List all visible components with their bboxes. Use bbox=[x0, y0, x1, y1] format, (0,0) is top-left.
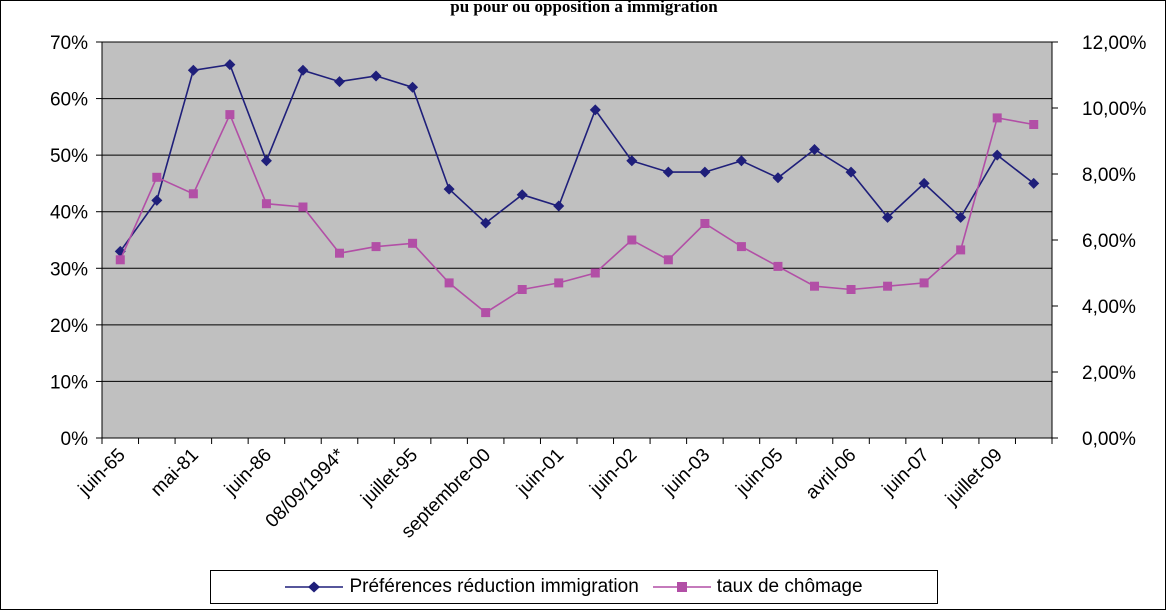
data-point-chomage bbox=[736, 242, 746, 252]
data-point-immigration bbox=[443, 183, 455, 195]
data-point-chomage bbox=[1029, 120, 1039, 129]
x-tick-label: mai-81 bbox=[147, 445, 203, 501]
data-point-chomage bbox=[225, 110, 235, 120]
legend-label-immigration: Préférences réduction immigration bbox=[349, 576, 639, 597]
data-point-immigration bbox=[882, 211, 894, 223]
data-point-chomage bbox=[371, 242, 381, 252]
data-point-immigration bbox=[662, 166, 674, 178]
series-line-0 bbox=[119, 63, 1035, 252]
data-point-chomage bbox=[956, 245, 966, 255]
y-right-tick-label: 6,00% bbox=[1082, 231, 1136, 252]
legend-swatch-square-icon bbox=[652, 582, 711, 592]
data-point-immigration bbox=[955, 211, 967, 223]
data-point-chomage bbox=[115, 255, 125, 265]
data-point-chomage bbox=[810, 281, 819, 291]
y-left-tick-label: 20% bbox=[50, 316, 88, 337]
data-point-chomage bbox=[919, 278, 929, 288]
data-point-immigration bbox=[370, 70, 382, 82]
data-point-immigration bbox=[151, 194, 163, 206]
y-right-tick-label: 4,00% bbox=[1082, 297, 1136, 318]
y-left-tick-label: 60% bbox=[50, 90, 88, 111]
data-point-immigration bbox=[626, 155, 638, 167]
y-right-tick-label: 8,00% bbox=[1082, 165, 1136, 186]
data-point-immigration bbox=[991, 149, 1003, 161]
data-point-immigration bbox=[1028, 177, 1040, 189]
y-right-tick-label: 2,00% bbox=[1082, 363, 1136, 384]
data-point-chomage bbox=[992, 113, 1002, 123]
data-point-immigration bbox=[735, 155, 747, 167]
y-left-tick-label: 0% bbox=[61, 429, 89, 450]
data-point-chomage bbox=[188, 189, 198, 199]
legend-item-chomage: taux de chômage bbox=[652, 576, 863, 598]
data-point-immigration bbox=[589, 104, 601, 116]
data-point-chomage bbox=[554, 278, 564, 288]
data-point-chomage bbox=[517, 285, 527, 294]
data-point-chomage bbox=[846, 285, 856, 294]
y-left-tick-label: 70% bbox=[50, 33, 88, 54]
data-point-immigration bbox=[918, 177, 930, 189]
y-right-tick-label: 0,00% bbox=[1082, 429, 1136, 450]
x-tick-label: juin-65 bbox=[74, 445, 130, 501]
x-tick-label: juin-01 bbox=[512, 445, 568, 501]
plot-area bbox=[102, 42, 1052, 438]
series-line-1 bbox=[119, 112, 1034, 314]
data-point-immigration bbox=[516, 189, 528, 201]
data-point-immigration bbox=[809, 143, 820, 155]
data-point-immigration bbox=[699, 166, 711, 178]
legend: Préférences réduction immigration taux d… bbox=[210, 570, 938, 604]
y-left-tick-label: 50% bbox=[50, 146, 88, 167]
y-left-tick-label: 10% bbox=[50, 372, 88, 393]
legend-swatch-diamond-icon bbox=[285, 581, 344, 593]
x-tick-label: juillet-95 bbox=[357, 445, 423, 511]
y-right-tick-label: 10,00% bbox=[1082, 99, 1147, 120]
data-point-immigration bbox=[114, 245, 126, 257]
x-tick-label: juin-03 bbox=[659, 445, 715, 501]
legend-label-chomage: taux de chômage bbox=[716, 576, 863, 597]
x-tick-label: juin-02 bbox=[585, 445, 641, 501]
data-point-immigration bbox=[334, 76, 345, 88]
data-point-immigration bbox=[772, 172, 784, 184]
x-tick-label: juin-07 bbox=[878, 445, 934, 501]
x-tick-label: juin-86 bbox=[220, 445, 276, 501]
data-point-immigration bbox=[407, 81, 419, 93]
data-point-chomage bbox=[152, 172, 162, 182]
data-point-chomage bbox=[481, 308, 491, 318]
data-point-immigration bbox=[553, 200, 565, 212]
y-right-tick-label: 12,00% bbox=[1082, 33, 1147, 54]
data-point-immigration bbox=[297, 64, 309, 76]
data-point-chomage bbox=[883, 281, 893, 291]
x-tick-label: juillet-09 bbox=[941, 445, 1007, 511]
y-left-tick-label: 30% bbox=[50, 259, 88, 280]
data-point-immigration bbox=[260, 155, 272, 167]
data-point-immigration bbox=[845, 166, 857, 178]
x-tick-label: avril-06 bbox=[802, 445, 861, 504]
data-point-chomage bbox=[261, 199, 271, 209]
data-point-chomage bbox=[663, 255, 673, 265]
data-point-chomage bbox=[335, 248, 344, 258]
y-left-tick-label: 40% bbox=[50, 203, 88, 224]
data-point-immigration bbox=[224, 59, 236, 71]
data-point-immigration bbox=[480, 217, 492, 229]
data-point-chomage bbox=[298, 202, 308, 212]
x-tick-label: 08/09/1994* bbox=[262, 444, 350, 532]
data-point-chomage bbox=[700, 219, 710, 228]
data-point-chomage bbox=[590, 268, 600, 278]
data-point-immigration bbox=[187, 64, 199, 76]
data-point-chomage bbox=[444, 278, 454, 288]
data-point-chomage bbox=[773, 261, 783, 271]
chart-title: pu pour ou opposition a immigration bbox=[450, 0, 718, 16]
x-tick-label: juin-05 bbox=[732, 445, 788, 501]
data-point-chomage bbox=[627, 235, 637, 245]
legend-item-immigration: Préférences réduction immigration bbox=[285, 576, 639, 598]
data-point-chomage bbox=[408, 238, 418, 248]
